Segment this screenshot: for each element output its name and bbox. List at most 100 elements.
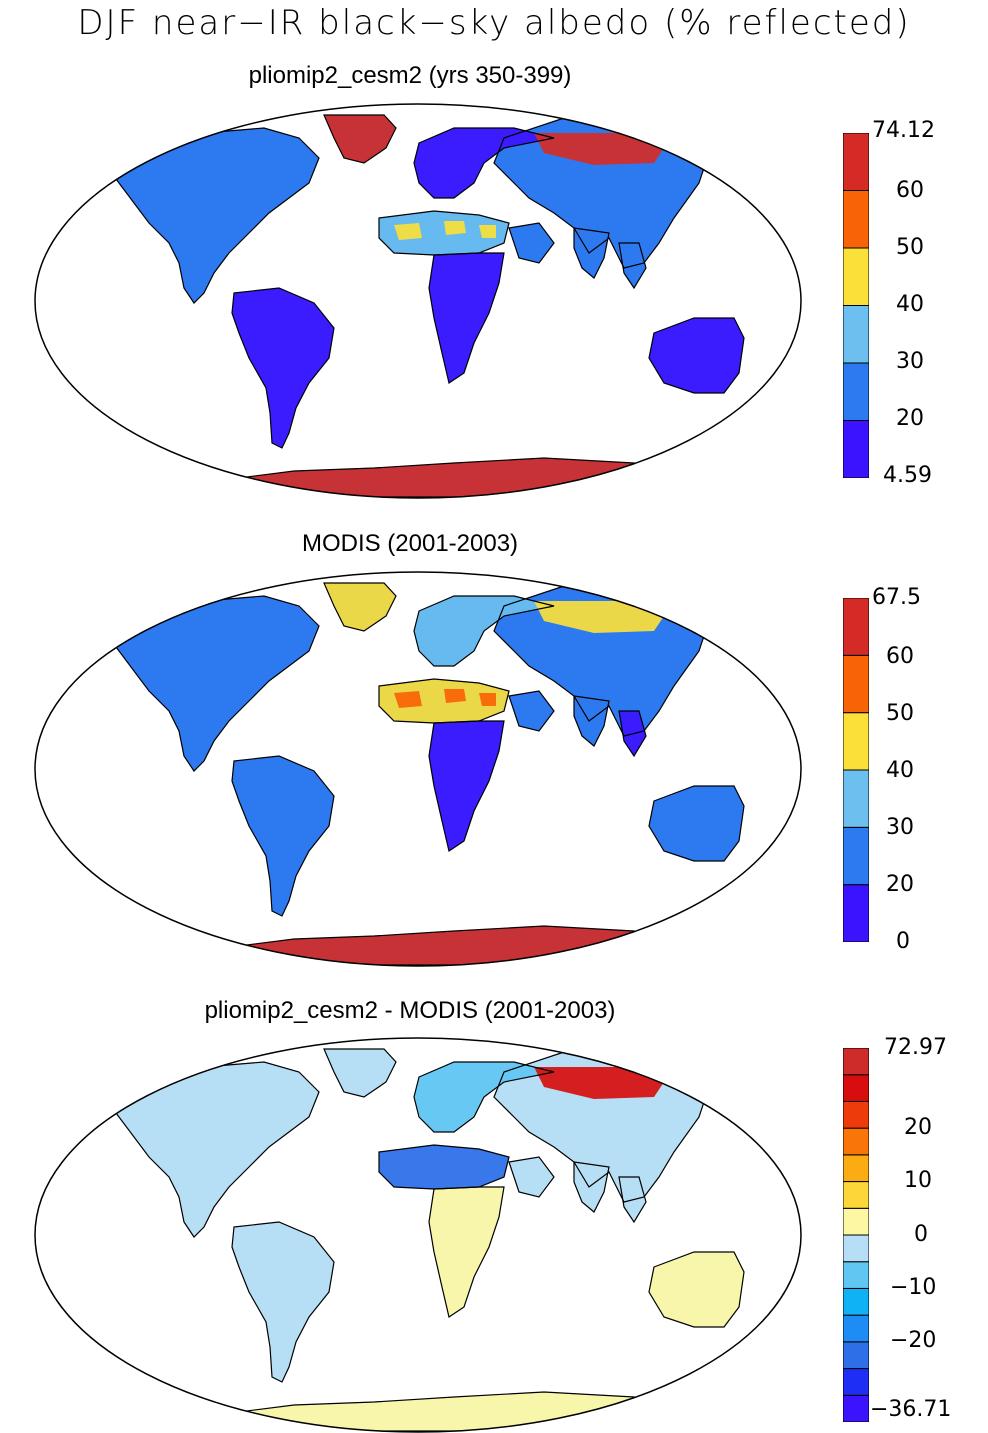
coastline-north-america	[103, 127, 320, 304]
colorbar-tick-label: −20	[890, 1328, 937, 1353]
colorbar-swatch	[843, 1314, 869, 1343]
coastline-africa-south	[428, 720, 505, 852]
coastline-india	[573, 227, 610, 279]
coastline-africa-south	[428, 252, 505, 384]
colorbar-tick-label: 20	[896, 406, 924, 431]
colorbar-tick-label: 72.97	[884, 1035, 947, 1060]
colorbar-swatch	[843, 1234, 869, 1263]
colorbar-swatch	[843, 712, 869, 771]
colorbar-swatch	[843, 1368, 869, 1396]
coastline-se-asia	[618, 1176, 647, 1224]
colorbar-swatch	[843, 1181, 869, 1209]
colorbar-tick-label: 40	[886, 758, 914, 783]
shading-siberia	[534, 1067, 664, 1099]
coastline-south-america	[231, 287, 335, 449]
colorbar-swatch	[843, 1154, 869, 1183]
colorbar-swatch	[843, 1074, 869, 1102]
shading-sahara	[379, 679, 509, 723]
shading-africa-south	[429, 253, 504, 383]
shading-south-america	[232, 288, 334, 448]
land-india	[574, 228, 609, 278]
colorbar-swatch	[843, 362, 869, 421]
coastline-europe	[413, 1061, 555, 1133]
colorbar-swatch	[843, 133, 869, 191]
coastline-greenland	[323, 582, 397, 632]
land-australia	[649, 786, 744, 861]
colorbar-tick-label: 67.5	[872, 585, 921, 610]
panel-title: pliomip2_cesm2 (yrs 350-399)	[248, 62, 572, 89]
colorbar-swatch	[843, 598, 869, 656]
coastline-africa-south	[428, 1186, 505, 1318]
coastline-south-america	[231, 755, 335, 917]
colorbar-swatch	[843, 826, 869, 886]
colorbar-tick-label: 20	[886, 872, 914, 897]
coastline-north-america	[103, 1061, 320, 1238]
colorbar-swatch	[843, 1261, 869, 1289]
map-border	[34, 103, 802, 499]
coastline-australia	[648, 1251, 745, 1328]
colorbar-tick-label: −36.71	[870, 1397, 952, 1422]
coastline-south-america	[231, 1221, 335, 1383]
colorbar-swatch	[843, 305, 869, 364]
coastline-arabia	[508, 222, 555, 264]
land-greenland	[324, 1049, 396, 1097]
shading-australia	[649, 1252, 744, 1327]
coastline-se-asia	[618, 242, 647, 290]
colorbar-tick-label: 0	[896, 929, 910, 954]
land-india	[574, 696, 609, 746]
land-layer	[103, 1048, 745, 1432]
colorbar-swatch	[843, 190, 869, 249]
shading-siberia	[534, 133, 664, 165]
colorbar-difference	[843, 1048, 869, 1422]
map-difference	[34, 1037, 802, 1433]
shading-africa-south	[429, 721, 504, 851]
colorbar-observations	[843, 598, 869, 942]
colorbar-swatch	[843, 1207, 869, 1236]
colorbar-tick-label: 30	[896, 349, 924, 374]
shading-sahara-spots	[394, 689, 496, 708]
coastline-europe	[413, 127, 555, 199]
land-arabia	[509, 223, 554, 263]
colorbar-tick-label: 10	[904, 1168, 932, 1193]
colorbar-swatch	[843, 247, 869, 306]
colorbar-tick-label: 60	[896, 178, 924, 203]
coastline-arabia	[508, 1156, 555, 1198]
land-south-america	[232, 756, 334, 916]
shading-greenland	[324, 115, 396, 163]
shading-siberia	[534, 601, 664, 633]
land-layer	[103, 582, 745, 966]
land-north-america	[104, 128, 319, 303]
map-border	[34, 1037, 802, 1433]
land-north-america	[104, 596, 319, 771]
colorbar-swatch	[843, 1394, 869, 1422]
panel-title: pliomip2_cesm2 - MODIS (2001-2003)	[204, 997, 616, 1024]
colorbar-tick-label: 30	[886, 815, 914, 840]
coastline-sahara	[378, 678, 510, 724]
colorbar-swatch	[843, 769, 869, 828]
colorbar-tick-label: −10	[890, 1275, 937, 1300]
colorbar-swatch	[843, 1287, 869, 1316]
coastline-se-asia	[618, 710, 647, 758]
colorbar-tick-label: 4.59	[883, 463, 932, 488]
coastline-australia	[648, 785, 745, 862]
colorbar-tick-label: 20	[904, 1115, 932, 1140]
land-south-america	[232, 1222, 334, 1382]
panel-title: MODIS (2001-2003)	[301, 530, 519, 557]
colorbar-tick-label: 0	[914, 1222, 928, 1247]
land-arabia	[509, 691, 554, 731]
coastline-greenland	[323, 114, 397, 164]
colorbar-swatch	[843, 884, 869, 942]
land-india	[574, 1162, 609, 1212]
land-arabia	[509, 1157, 554, 1197]
coastline-sahara	[378, 210, 510, 256]
shading-sahara	[379, 211, 509, 255]
colorbar-swatch	[843, 1048, 869, 1076]
map-observations	[34, 571, 802, 967]
colorbar-swatch	[843, 420, 869, 478]
coastline-north-america	[103, 595, 320, 772]
colorbar-swatch	[843, 1341, 869, 1370]
shading-africa-south	[429, 1187, 504, 1317]
colorbar-tick-label: 60	[886, 644, 914, 669]
colorbar-tick-label: 50	[886, 701, 914, 726]
shading-australia	[649, 318, 744, 393]
